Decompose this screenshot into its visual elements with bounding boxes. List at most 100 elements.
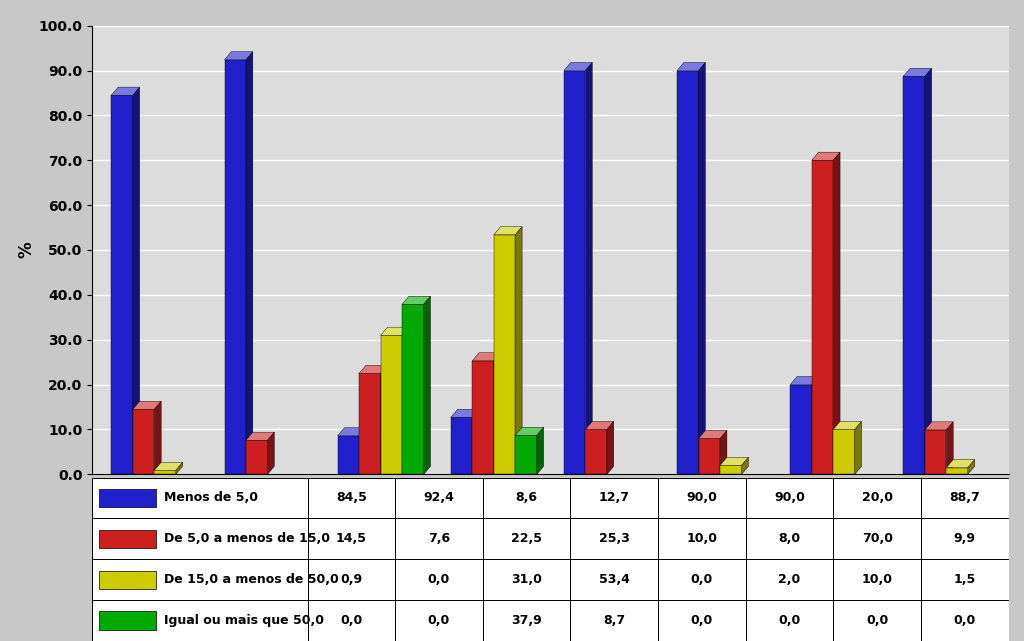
Polygon shape bbox=[451, 410, 479, 417]
Text: 88,7: 88,7 bbox=[949, 492, 980, 504]
Bar bbox=[745, 519, 834, 559]
Text: 10,0: 10,0 bbox=[686, 532, 718, 545]
Polygon shape bbox=[834, 429, 855, 474]
Polygon shape bbox=[359, 428, 366, 474]
Text: 53,4: 53,4 bbox=[599, 573, 630, 587]
Polygon shape bbox=[267, 432, 274, 474]
Text: 0,0: 0,0 bbox=[428, 573, 451, 587]
Polygon shape bbox=[402, 304, 424, 474]
Bar bbox=[658, 478, 745, 519]
Text: Menos de 5,0: Menos de 5,0 bbox=[164, 492, 257, 504]
Polygon shape bbox=[246, 440, 267, 474]
Text: 90,0: 90,0 bbox=[686, 492, 718, 504]
Bar bbox=[99, 612, 157, 629]
Text: 0,0: 0,0 bbox=[691, 573, 713, 587]
Polygon shape bbox=[698, 438, 720, 474]
Text: 8,7: 8,7 bbox=[603, 614, 626, 627]
Polygon shape bbox=[494, 235, 515, 474]
Text: 0,0: 0,0 bbox=[953, 614, 976, 627]
Text: 9,9: 9,9 bbox=[953, 532, 976, 545]
Bar bbox=[921, 559, 1009, 600]
Polygon shape bbox=[946, 422, 953, 474]
Text: 84,5: 84,5 bbox=[336, 492, 367, 504]
Text: 22,5: 22,5 bbox=[511, 532, 542, 545]
Text: Igual ou mais que 50,0: Igual ou mais que 50,0 bbox=[164, 614, 324, 627]
Y-axis label: %: % bbox=[17, 242, 36, 258]
Polygon shape bbox=[133, 410, 155, 474]
Text: 31,0: 31,0 bbox=[511, 573, 542, 587]
Polygon shape bbox=[903, 68, 932, 76]
Polygon shape bbox=[946, 468, 968, 474]
Bar bbox=[570, 478, 658, 519]
Polygon shape bbox=[224, 52, 253, 60]
Polygon shape bbox=[586, 421, 613, 429]
Text: 25,3: 25,3 bbox=[599, 532, 630, 545]
Polygon shape bbox=[698, 430, 727, 438]
Text: 0,0: 0,0 bbox=[340, 614, 362, 627]
Polygon shape bbox=[112, 87, 139, 95]
Polygon shape bbox=[246, 432, 274, 440]
Text: 90,0: 90,0 bbox=[774, 492, 805, 504]
Polygon shape bbox=[925, 68, 932, 474]
Bar bbox=[745, 478, 834, 519]
Polygon shape bbox=[246, 52, 253, 474]
Text: 20,0: 20,0 bbox=[861, 492, 893, 504]
Polygon shape bbox=[472, 353, 501, 361]
Polygon shape bbox=[925, 422, 953, 430]
Polygon shape bbox=[812, 376, 818, 474]
Text: 14,5: 14,5 bbox=[336, 532, 367, 545]
Polygon shape bbox=[586, 62, 592, 474]
Bar bbox=[570, 600, 658, 641]
Bar bbox=[745, 559, 834, 600]
Polygon shape bbox=[494, 227, 522, 235]
Bar bbox=[395, 600, 482, 641]
Text: 0,0: 0,0 bbox=[778, 614, 801, 627]
Bar bbox=[307, 559, 395, 600]
Polygon shape bbox=[515, 427, 544, 435]
Bar bbox=[92, 559, 307, 600]
Text: 8,6: 8,6 bbox=[516, 492, 538, 504]
Polygon shape bbox=[515, 227, 522, 474]
Polygon shape bbox=[112, 95, 133, 474]
Bar bbox=[834, 478, 921, 519]
Bar bbox=[834, 600, 921, 641]
Polygon shape bbox=[472, 361, 494, 474]
Polygon shape bbox=[925, 430, 946, 474]
Polygon shape bbox=[494, 353, 501, 474]
Polygon shape bbox=[834, 152, 840, 474]
Polygon shape bbox=[402, 327, 409, 474]
Polygon shape bbox=[338, 436, 359, 474]
Polygon shape bbox=[791, 385, 812, 474]
Polygon shape bbox=[607, 421, 613, 474]
Text: 70,0: 70,0 bbox=[861, 532, 893, 545]
Polygon shape bbox=[946, 460, 975, 468]
Bar bbox=[99, 570, 157, 589]
Bar bbox=[482, 600, 570, 641]
Polygon shape bbox=[472, 410, 479, 474]
Bar bbox=[921, 600, 1009, 641]
Text: De 5,0 a menos de 15,0: De 5,0 a menos de 15,0 bbox=[164, 532, 330, 545]
Polygon shape bbox=[402, 296, 430, 304]
Polygon shape bbox=[720, 430, 727, 474]
Text: 37,9: 37,9 bbox=[511, 614, 542, 627]
Polygon shape bbox=[834, 421, 861, 429]
Bar bbox=[395, 478, 482, 519]
Polygon shape bbox=[720, 465, 741, 474]
Polygon shape bbox=[224, 60, 246, 474]
Polygon shape bbox=[564, 71, 586, 474]
Bar bbox=[99, 529, 157, 548]
Text: 0,0: 0,0 bbox=[866, 614, 888, 627]
Bar bbox=[92, 478, 307, 519]
Polygon shape bbox=[564, 62, 592, 71]
Polygon shape bbox=[677, 71, 698, 474]
Polygon shape bbox=[359, 365, 387, 373]
Bar bbox=[99, 489, 157, 507]
Polygon shape bbox=[381, 365, 387, 474]
Bar bbox=[482, 478, 570, 519]
Polygon shape bbox=[176, 462, 182, 474]
Text: 1,5: 1,5 bbox=[953, 573, 976, 587]
Bar bbox=[395, 519, 482, 559]
Bar bbox=[307, 519, 395, 559]
Polygon shape bbox=[741, 457, 749, 474]
Polygon shape bbox=[424, 296, 430, 474]
